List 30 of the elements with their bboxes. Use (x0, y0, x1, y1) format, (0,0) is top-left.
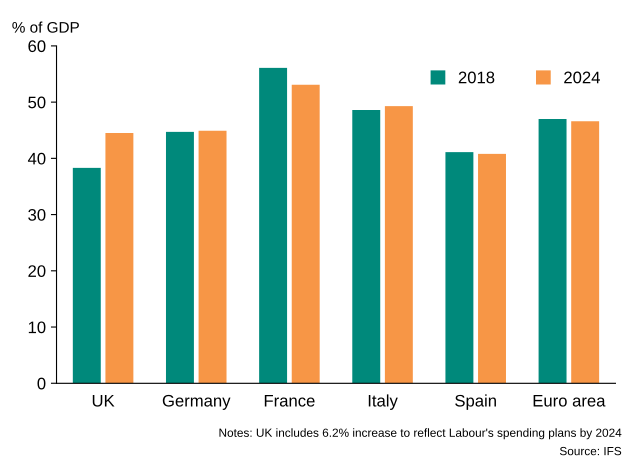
x-tick-label: Germany (162, 394, 230, 410)
text: Notes: UK includes 6.2% increase to reflect Labour's spending plans by 2024 (219, 428, 622, 440)
y-tick-label: 40 (28, 152, 46, 165)
y-tick-label: 60 (28, 40, 46, 52)
bar (538, 118, 567, 384)
bar (352, 110, 380, 384)
x-tick-label: France (264, 394, 315, 407)
legend-label: 2018 (458, 72, 494, 84)
bar (259, 68, 288, 384)
y-tick-label: 30 (28, 208, 46, 221)
y-tick-label: 0 (37, 378, 46, 390)
bar (105, 133, 134, 384)
y-tick-label: 20 (28, 265, 46, 278)
legend-label: 2024 (564, 72, 600, 84)
x-tick-label: Euro area (534, 394, 606, 407)
y-tick-label: 50 (28, 96, 46, 108)
y-axis-title: % of GDP (12, 22, 79, 33)
bar (445, 152, 474, 384)
x-tick-label: Italy (368, 394, 398, 410)
bar (478, 154, 506, 384)
bar (72, 168, 101, 384)
bar (384, 106, 413, 384)
y-tick-label: 10 (28, 321, 46, 334)
bar (571, 121, 600, 384)
bar (166, 132, 194, 384)
source-note: Source: IFS (560, 446, 622, 456)
bar (292, 84, 320, 384)
x-tick-label: UK (92, 394, 114, 407)
bar (198, 130, 227, 384)
x-tick-label: Spain (455, 394, 496, 410)
